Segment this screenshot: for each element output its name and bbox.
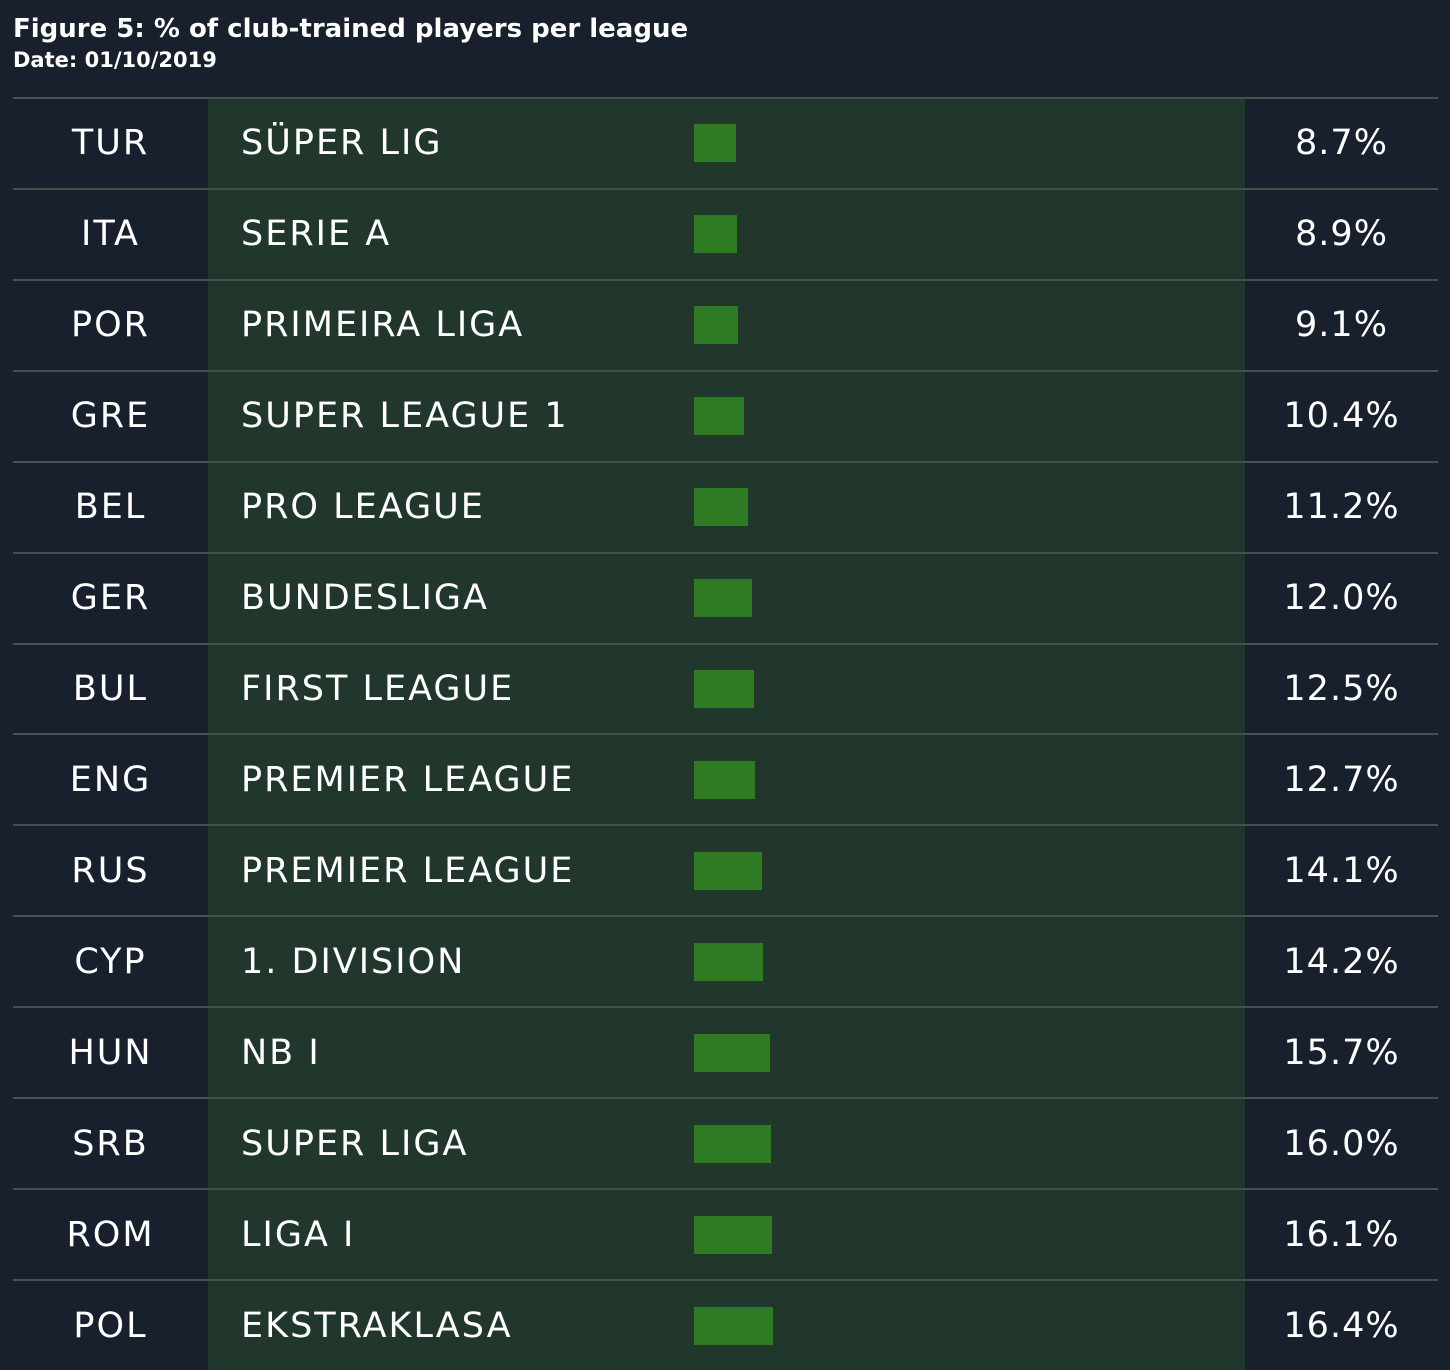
country-code: SRB: [72, 1123, 149, 1164]
value-label: 16.4%: [1283, 1305, 1400, 1346]
table-row: POR PRIMEIRA LIGA 9.1%: [13, 281, 1438, 372]
table-row: HUN NB I 15.7%: [13, 1008, 1438, 1100]
league-name: SÜPER LIG: [241, 123, 443, 164]
country-code: BEL: [74, 487, 147, 528]
bar-track: [694, 306, 1214, 345]
bar: [694, 942, 763, 981]
bar-track: [694, 1033, 1214, 1072]
table-row: ROM LIGA I 16.1%: [13, 1190, 1438, 1282]
table-row: GRE SUPER LEAGUE 1 10.4%: [13, 372, 1438, 463]
league-name: SUPER LEAGUE 1: [241, 396, 569, 437]
table-row: ENG PREMIER LEAGUE 12.7%: [13, 736, 1438, 827]
value-label: 12.0%: [1283, 578, 1400, 619]
bar: [694, 124, 737, 163]
league-name: PRO LEAGUE: [241, 487, 485, 528]
bar-track: [694, 215, 1214, 254]
bar: [694, 1124, 772, 1163]
country-code: BUL: [72, 669, 149, 710]
bar-track: [694, 579, 1214, 618]
bar: [694, 306, 738, 345]
table-row: GER BUNDESLIGA 12.0%: [13, 554, 1438, 645]
value-label: 8.9%: [1295, 214, 1388, 255]
bar-track: [694, 124, 1214, 163]
table-row: POL EKSTRAKLASA 16.4%: [13, 1281, 1438, 1370]
bar: [694, 488, 749, 527]
bar: [694, 1306, 774, 1345]
country-code: HUN: [68, 1032, 153, 1073]
bar-track: [694, 851, 1214, 890]
value-label: 11.2%: [1283, 487, 1400, 528]
league-name: LIGA I: [241, 1214, 356, 1255]
league-name: NB I: [241, 1032, 321, 1073]
bar-track: [694, 488, 1214, 527]
country-code: ROM: [66, 1214, 155, 1255]
country-code: GER: [70, 578, 151, 619]
value-label: 15.7%: [1283, 1032, 1400, 1073]
bar: [694, 215, 738, 254]
country-code: POR: [71, 305, 150, 346]
bar-track: [694, 1215, 1214, 1254]
chart-subtitle: Date: 01/10/2019: [13, 48, 217, 72]
table-row: RUS PREMIER LEAGUE 14.1%: [13, 826, 1438, 918]
league-name: PRIMEIRA LIGA: [241, 305, 525, 346]
table-row: BEL PRO LEAGUE 11.2%: [13, 463, 1438, 554]
league-name: EKSTRAKLASA: [241, 1305, 513, 1346]
country-code: POL: [73, 1305, 148, 1346]
table-row: TUR SÜPER LIG 8.7%: [13, 99, 1438, 190]
value-label: 10.4%: [1283, 396, 1400, 437]
value-label: 12.7%: [1283, 759, 1400, 800]
league-name: SERIE A: [241, 214, 392, 255]
bar-track: [694, 942, 1214, 981]
league-name: 1. DIVISION: [241, 941, 466, 982]
bar: [694, 1033, 770, 1072]
bar: [694, 851, 763, 890]
country-code: ENG: [69, 759, 152, 800]
value-label: 9.1%: [1295, 305, 1388, 346]
bar: [694, 1215, 772, 1254]
value-label: 16.1%: [1283, 1214, 1400, 1255]
league-name: PREMIER LEAGUE: [241, 850, 575, 891]
table-row: CYP 1. DIVISION 14.2%: [13, 917, 1438, 1009]
league-table: TUR SÜPER LIG 8.7% ITA SERIE A 8.9% POR PRIMEIR…: [13, 97, 1438, 1370]
bar: [694, 579, 753, 618]
value-label: 14.1%: [1283, 850, 1400, 891]
country-code: TUR: [71, 123, 150, 164]
bar: [694, 670, 755, 709]
country-code: CYP: [74, 941, 147, 982]
value-label: 8.7%: [1295, 123, 1388, 164]
top-divider: [13, 97, 1438, 99]
league-name: PREMIER LEAGUE: [241, 759, 575, 800]
value-label: 16.0%: [1283, 1123, 1400, 1164]
league-name: SUPER LIGA: [241, 1123, 469, 1164]
bar-track: [694, 670, 1214, 709]
table-row: SRB SUPER LIGA 16.0%: [13, 1099, 1438, 1191]
league-name: FIRST LEAGUE: [241, 669, 515, 710]
value-label: 12.5%: [1283, 669, 1400, 710]
chart-title: Figure 5: % of club-trained players per …: [13, 14, 689, 44]
country-code: RUS: [71, 850, 150, 891]
value-label: 14.2%: [1283, 941, 1400, 982]
country-code: ITA: [81, 214, 140, 255]
bar-track: [694, 760, 1214, 799]
table-row: BUL FIRST LEAGUE 12.5%: [13, 645, 1438, 736]
country-code: GRE: [70, 396, 151, 437]
bar: [694, 397, 745, 436]
bar: [694, 760, 756, 799]
bar-track: [694, 397, 1214, 436]
table-row: ITA SERIE A 8.9%: [13, 190, 1438, 281]
bar-track: [694, 1306, 1214, 1345]
bar-track: [694, 1124, 1214, 1163]
league-name: BUNDESLIGA: [241, 578, 489, 619]
